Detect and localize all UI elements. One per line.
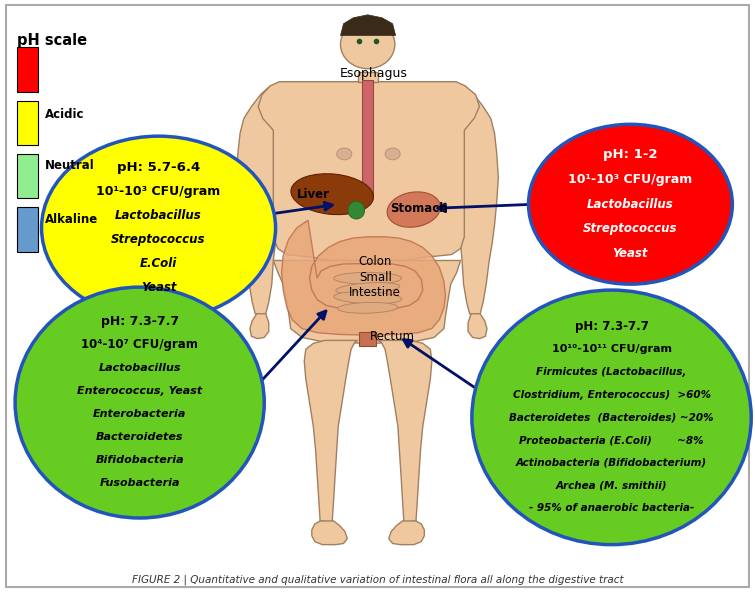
Ellipse shape <box>291 173 374 215</box>
Polygon shape <box>236 86 279 314</box>
Text: Proteobacteria (E.Coli)       ~8%: Proteobacteria (E.Coli) ~8% <box>519 435 704 445</box>
Text: Small: Small <box>359 271 392 284</box>
Ellipse shape <box>42 136 276 320</box>
Text: Firmicutes (Lactobacillus,: Firmicutes (Lactobacillus, <box>536 367 687 377</box>
Text: Fusobacteria: Fusobacteria <box>100 478 180 488</box>
FancyBboxPatch shape <box>6 5 749 587</box>
Ellipse shape <box>348 201 365 219</box>
Ellipse shape <box>387 192 440 227</box>
Polygon shape <box>362 80 373 195</box>
Ellipse shape <box>336 282 399 294</box>
Text: Bifidobacteria: Bifidobacteria <box>95 455 184 465</box>
Text: Lactobacillus: Lactobacillus <box>587 198 673 211</box>
Text: pH: 7.3-7.7: pH: 7.3-7.7 <box>575 320 649 333</box>
Polygon shape <box>312 521 347 545</box>
Text: Bacteroidetes  (Bacteroides) ~20%: Bacteroidetes (Bacteroides) ~20% <box>510 413 713 422</box>
Text: FIGURE 2 | Quantitative and qualitative variation of intestinal flora all along : FIGURE 2 | Quantitative and qualitative … <box>131 574 624 585</box>
Polygon shape <box>304 340 358 522</box>
Ellipse shape <box>334 292 402 304</box>
Text: Intestine: Intestine <box>350 286 401 299</box>
Text: Colon: Colon <box>359 255 392 268</box>
Polygon shape <box>250 314 269 339</box>
Text: Stomach: Stomach <box>390 202 448 215</box>
Text: Actinobacteria (Bifidobacterium): Actinobacteria (Bifidobacterium) <box>516 458 707 468</box>
Text: pH scale: pH scale <box>17 33 87 47</box>
Text: Streptococcus: Streptococcus <box>583 223 678 236</box>
Text: Enterococcus, Yeast: Enterococcus, Yeast <box>77 386 202 396</box>
Text: Lactobacillus: Lactobacillus <box>98 363 181 373</box>
Text: Bacteroidetes: Bacteroidetes <box>96 432 183 442</box>
Text: E.Coli: E.Coli <box>140 258 177 271</box>
Polygon shape <box>282 220 445 335</box>
Text: Archea (M. smithii): Archea (M. smithii) <box>556 481 667 491</box>
Text: - 95% of anaerobic bacteria-: - 95% of anaerobic bacteria- <box>529 503 694 513</box>
Text: Clostridium, Enterococcus)  >60%: Clostridium, Enterococcus) >60% <box>513 390 710 400</box>
Text: Rectum: Rectum <box>370 330 415 343</box>
Ellipse shape <box>15 287 264 518</box>
Text: pH: 1-2: pH: 1-2 <box>603 149 658 162</box>
Text: Lactobacillus: Lactobacillus <box>116 210 202 223</box>
Polygon shape <box>341 15 396 36</box>
Text: Esophagus: Esophagus <box>340 67 408 81</box>
Ellipse shape <box>341 20 395 69</box>
Text: pH: 5.7-6.4: pH: 5.7-6.4 <box>117 162 200 175</box>
Polygon shape <box>358 72 378 82</box>
Polygon shape <box>359 332 376 346</box>
Text: Yeast: Yeast <box>612 247 649 260</box>
Ellipse shape <box>334 272 402 284</box>
Bar <box>17 207 38 252</box>
Ellipse shape <box>472 290 751 545</box>
Text: Enterobacteria: Enterobacteria <box>93 409 186 419</box>
Polygon shape <box>378 340 432 522</box>
Polygon shape <box>273 260 461 343</box>
Text: 10¹⁰-10¹¹ CFU/gram: 10¹⁰-10¹¹ CFU/gram <box>552 344 671 354</box>
Ellipse shape <box>528 124 732 284</box>
Text: Acidic: Acidic <box>45 108 85 121</box>
Bar <box>17 154 38 198</box>
Polygon shape <box>456 86 498 314</box>
Text: Streptococcus: Streptococcus <box>111 233 206 246</box>
Polygon shape <box>389 521 424 545</box>
Text: pH: 7.3-7.7: pH: 7.3-7.7 <box>100 316 179 328</box>
Text: Neutral: Neutral <box>45 159 95 172</box>
Text: Alkaline: Alkaline <box>45 213 99 226</box>
Text: Liver: Liver <box>297 188 330 201</box>
Ellipse shape <box>337 303 398 313</box>
Text: Yeast: Yeast <box>140 281 177 294</box>
Polygon shape <box>258 82 479 260</box>
Text: 10¹-10³ CFU/gram: 10¹-10³ CFU/gram <box>97 185 220 198</box>
Circle shape <box>385 148 400 160</box>
Bar <box>17 47 38 92</box>
Circle shape <box>337 148 352 160</box>
Bar <box>17 101 38 145</box>
Polygon shape <box>468 314 487 339</box>
Text: 10⁴-10⁷ CFU/gram: 10⁴-10⁷ CFU/gram <box>82 339 198 351</box>
Text: 10¹-10³ CFU/gram: 10¹-10³ CFU/gram <box>569 173 692 186</box>
